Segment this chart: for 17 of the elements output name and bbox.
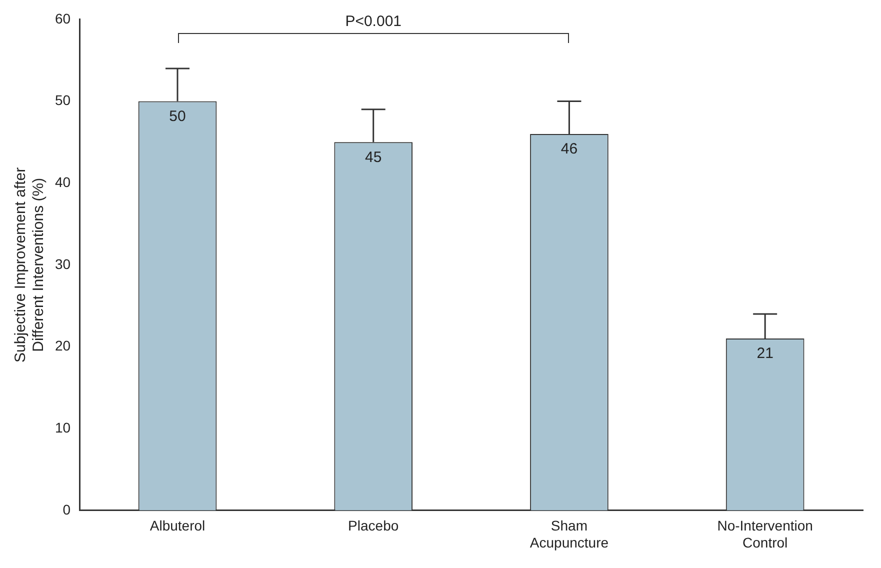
y-tick-label: 10 [54,419,71,436]
x-tick-label: Albuterol [150,518,206,534]
data-label: 50 [169,108,186,125]
y-tick-label: 60 [54,10,71,26]
x-tick-label: No-Intervention Control [717,518,813,550]
x-tick-label: Placebo [348,518,399,534]
y-tick-label: 0 [62,501,71,518]
y-tick-label: 20 [54,338,71,354]
y-tick-label: 30 [54,256,71,272]
data-label: 21 [756,345,774,362]
x-tick-label: Sham Acupuncture [530,518,609,550]
data-label: 45 [365,148,382,166]
y-tick-label: 40 [54,174,71,190]
y-axis-title: Subjective Improvement after Different Interventions (%) [12,167,48,362]
annotation: P<0.001 [345,13,402,30]
y-tick-label: 50 [54,92,71,108]
data-label: 46 [560,140,578,158]
